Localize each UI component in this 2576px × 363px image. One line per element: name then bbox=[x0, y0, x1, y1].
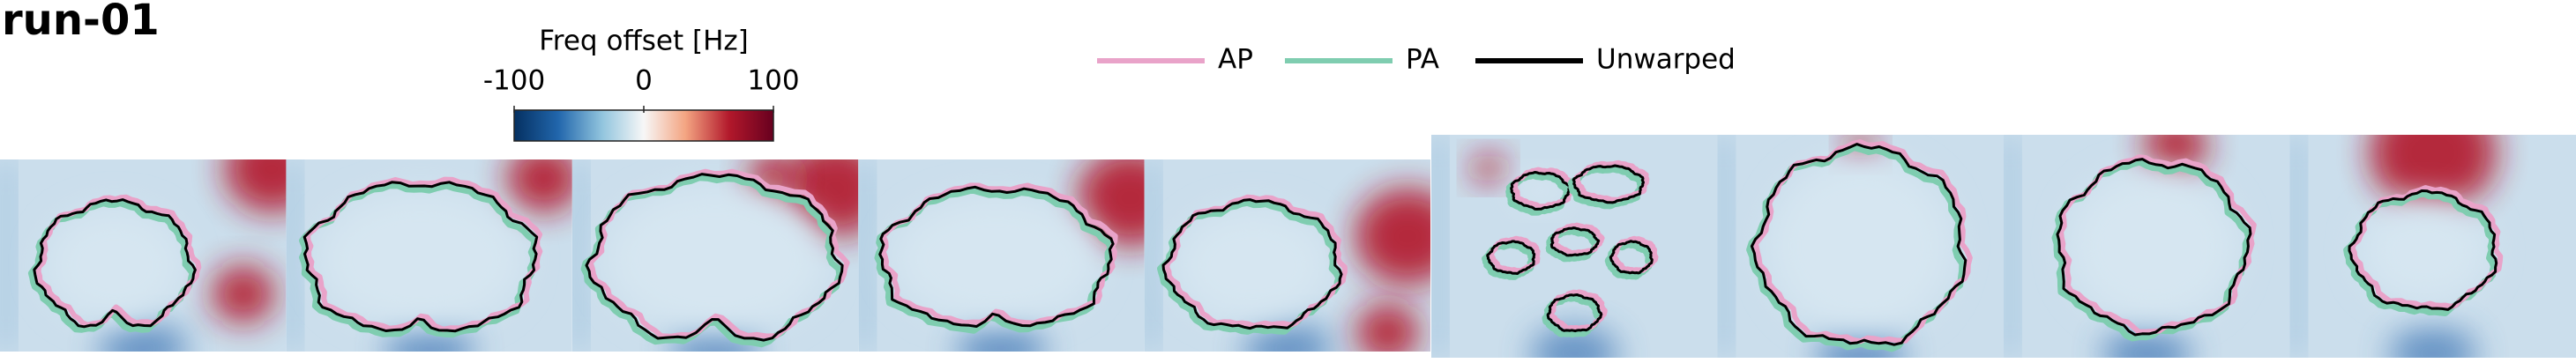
colorbar bbox=[513, 109, 774, 142]
contour-unwarped bbox=[2348, 189, 2498, 311]
slice-edge bbox=[1144, 159, 1157, 352]
field-blob bbox=[224, 159, 287, 213]
contour-pa bbox=[874, 187, 1115, 334]
legend-label: PA bbox=[1406, 44, 1439, 76]
brain-fill bbox=[317, 189, 524, 329]
slice-panel bbox=[1431, 135, 1718, 358]
contour-unwarped bbox=[585, 173, 844, 342]
slice-edge bbox=[2289, 135, 2303, 358]
contour-unwarped bbox=[1549, 226, 1601, 257]
colorbar-tick-label: 0 bbox=[635, 65, 653, 97]
slice-panel bbox=[0, 159, 287, 352]
contour-unwarped bbox=[1750, 143, 1967, 346]
legend-label: Unwarped bbox=[1596, 44, 1736, 76]
slice-image bbox=[1431, 135, 1718, 358]
contour-ap bbox=[1512, 167, 1576, 210]
contour-unwarped bbox=[2056, 158, 2252, 337]
slice-panel bbox=[1717, 135, 2004, 358]
contour-unwarped bbox=[302, 181, 539, 333]
field-blob bbox=[1355, 303, 1420, 352]
brain-fill bbox=[1176, 208, 1331, 322]
slice-edge bbox=[0, 159, 12, 352]
brain-fill bbox=[1514, 174, 1566, 207]
contour-pa bbox=[1542, 295, 1602, 338]
slice-image bbox=[286, 159, 572, 352]
field-blob bbox=[2388, 326, 2477, 358]
slice-image bbox=[858, 159, 1145, 352]
contour-pa bbox=[299, 182, 538, 338]
slice-image bbox=[2004, 135, 2290, 358]
brain-fill bbox=[2067, 169, 2238, 323]
contour-unwarped bbox=[1510, 171, 1572, 211]
slice-panel bbox=[1144, 159, 1430, 352]
slice-image bbox=[2289, 135, 2576, 358]
slice-image bbox=[571, 159, 859, 352]
field-blob bbox=[1530, 326, 1619, 358]
field-blob bbox=[211, 264, 275, 323]
brain-fill bbox=[2360, 198, 2490, 303]
title: run-01 bbox=[2, 0, 160, 45]
slice-image bbox=[1144, 159, 1430, 352]
slice-edge bbox=[1431, 135, 1444, 358]
slice-edge bbox=[286, 159, 299, 352]
contour-unwarped bbox=[1572, 164, 1645, 204]
contour-pa bbox=[1604, 241, 1653, 280]
contour-pa bbox=[1567, 166, 1645, 210]
field-blob bbox=[1472, 153, 1505, 183]
brain-fill bbox=[604, 184, 826, 334]
brain-fill bbox=[892, 195, 1099, 323]
contour-unwarped bbox=[33, 198, 197, 329]
field-blob bbox=[1355, 188, 1430, 285]
slice-edge bbox=[571, 159, 585, 352]
slice-image bbox=[1717, 135, 2004, 358]
slice-edge bbox=[2004, 135, 2016, 358]
contour-pa bbox=[1505, 173, 1571, 216]
contour-pa bbox=[1482, 241, 1535, 280]
brain-fill bbox=[1767, 158, 1953, 335]
contour-ap bbox=[1573, 159, 1650, 203]
field-blob bbox=[2369, 135, 2497, 211]
colorbar-label: Freq offset [Hz] bbox=[539, 26, 749, 57]
slice-panel bbox=[2289, 135, 2576, 358]
slice-image bbox=[0, 159, 287, 352]
contour-ap bbox=[1552, 222, 1605, 256]
contour-unwarped bbox=[1486, 240, 1536, 275]
slice-panel bbox=[571, 159, 859, 352]
contour-unwarped bbox=[1609, 240, 1654, 275]
slice-panel bbox=[286, 159, 572, 352]
contour-unwarped bbox=[1161, 198, 1343, 330]
field-blob bbox=[506, 159, 572, 213]
colorbar-tick-label: 100 bbox=[747, 65, 799, 97]
brain-fill bbox=[44, 208, 184, 322]
slice-edge bbox=[858, 159, 871, 352]
slice-panel bbox=[858, 159, 1145, 352]
legend-label: AP bbox=[1218, 44, 1253, 76]
contour-unwarped bbox=[878, 185, 1115, 328]
contour-unwarped bbox=[1546, 293, 1603, 333]
slice-edge bbox=[1717, 135, 1730, 358]
contour-pa bbox=[1545, 228, 1600, 263]
field-blob bbox=[99, 321, 188, 352]
colorbar-tick-label: -100 bbox=[483, 65, 545, 97]
slice-panel bbox=[2004, 135, 2290, 358]
